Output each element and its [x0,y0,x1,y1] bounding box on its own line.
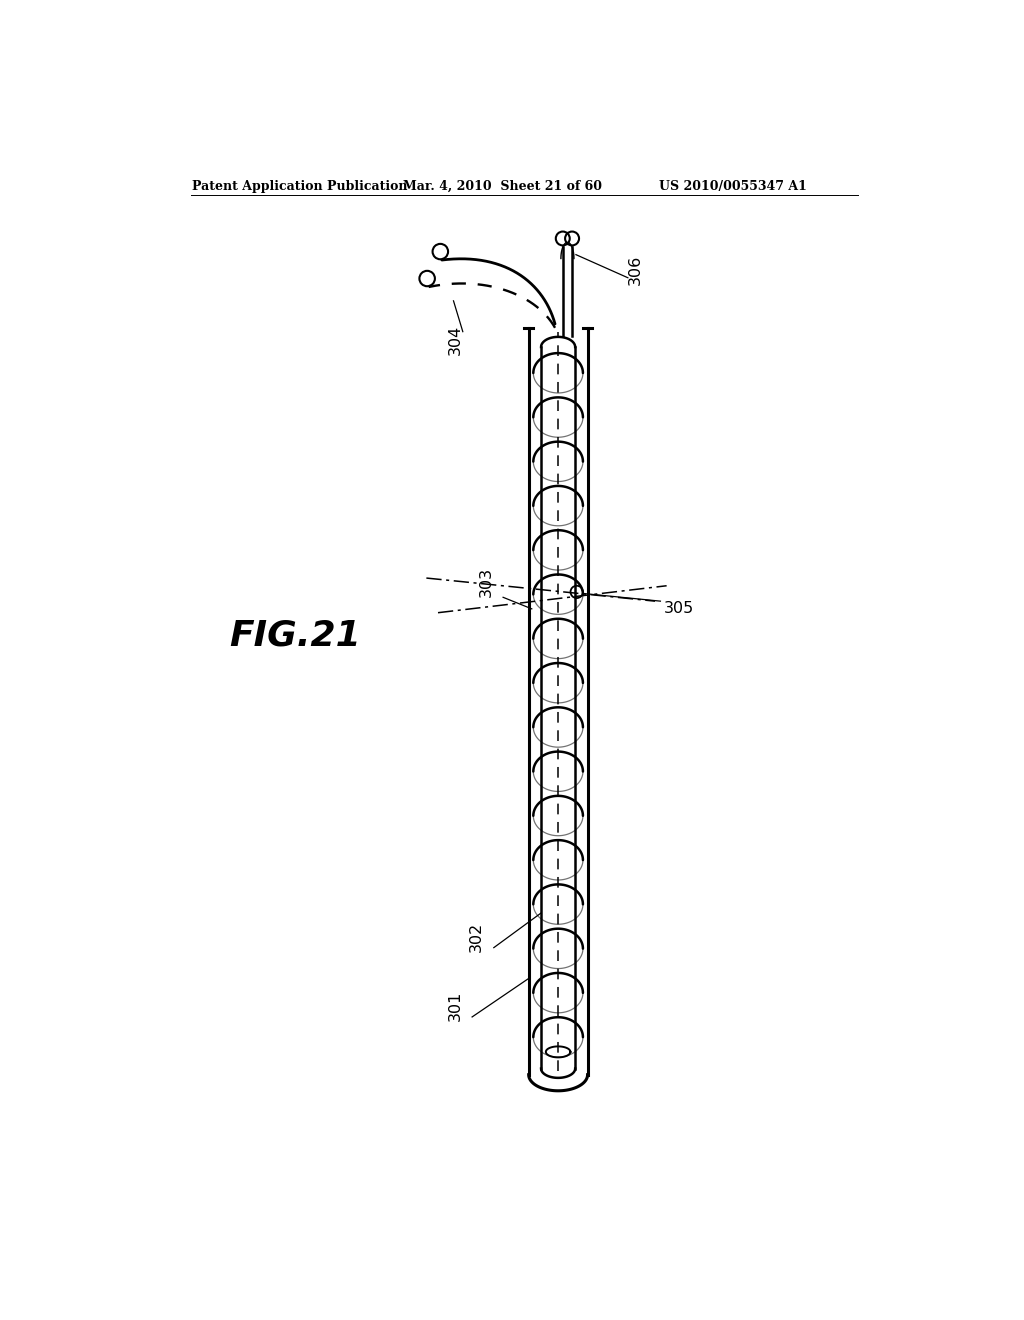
Text: 303: 303 [478,568,494,598]
Text: FIG.21: FIG.21 [228,619,360,653]
Text: US 2010/0055347 A1: US 2010/0055347 A1 [658,180,807,193]
Text: 305: 305 [665,602,694,616]
Text: 306: 306 [628,255,643,285]
Text: 304: 304 [447,325,463,355]
Text: 302: 302 [469,921,484,952]
Text: 301: 301 [447,990,463,1020]
Text: Patent Application Publication: Patent Application Publication [191,180,408,193]
Text: Mar. 4, 2010  Sheet 21 of 60: Mar. 4, 2010 Sheet 21 of 60 [403,180,602,193]
